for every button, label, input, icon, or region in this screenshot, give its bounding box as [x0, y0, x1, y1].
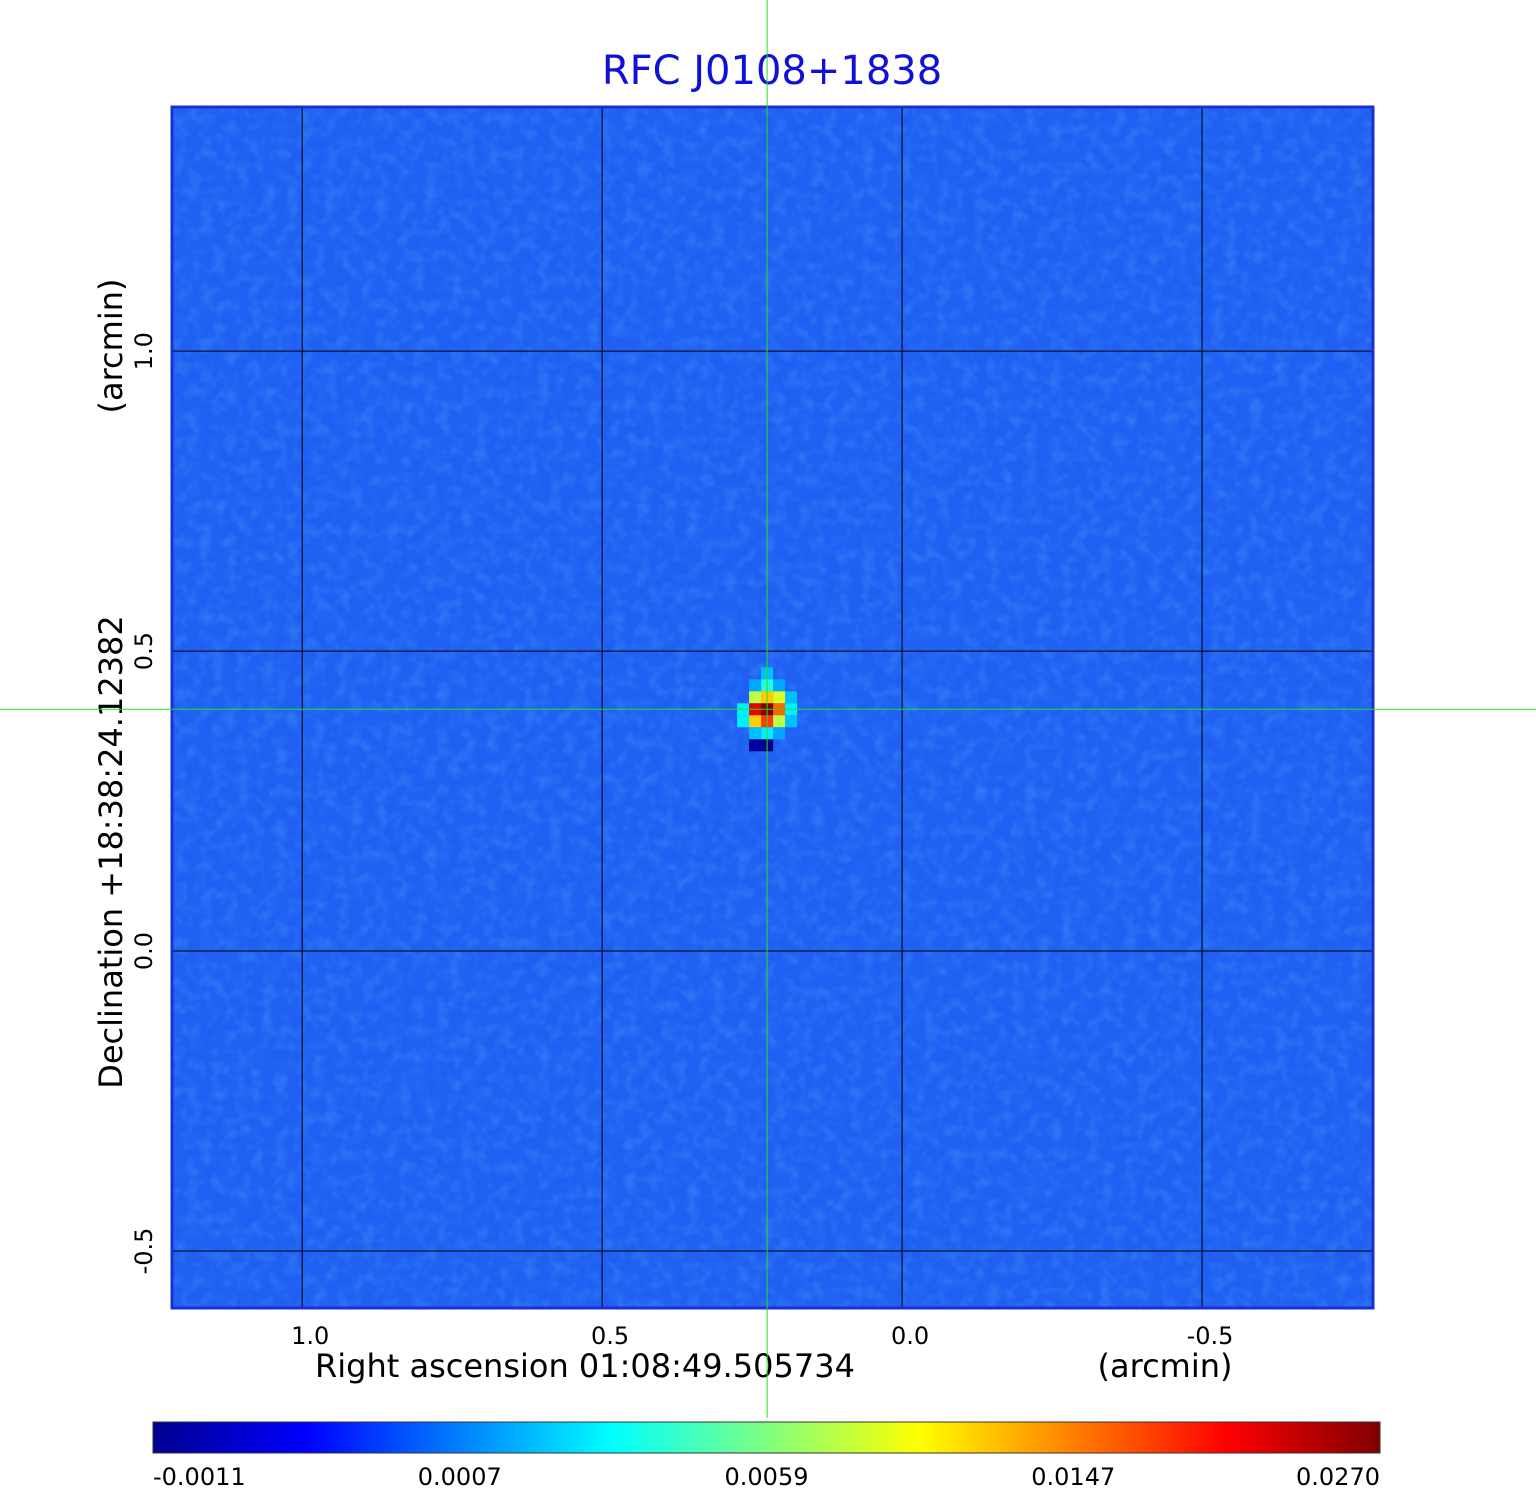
y-tick-label: 1.0 [130, 332, 158, 370]
image-pixel [749, 715, 762, 728]
x-tick-label: 0.0 [891, 1322, 929, 1350]
y-axis-label: Declination +18:38:24.12382 [92, 615, 130, 1089]
image-pixel [773, 715, 786, 728]
image-pixel [749, 727, 762, 740]
y-tick-label: 0.0 [130, 932, 158, 970]
image-pixel [737, 715, 750, 728]
colorbar-tick-label: 0.0059 [725, 1463, 809, 1491]
y-tick-label: 0.5 [130, 632, 158, 670]
x-axis-label: Right ascension 01:08:49.505734 [315, 1347, 855, 1385]
colorbar-tick-label: 0.0147 [1031, 1463, 1115, 1491]
x-axis-unit: (arcmin) [1098, 1347, 1233, 1385]
image-pixel [785, 715, 798, 728]
crosshair [0, 0, 1536, 1418]
x-tick-label: 0.5 [591, 1322, 629, 1350]
y-tick-label: -0.5 [130, 1228, 158, 1275]
image-pixel [773, 691, 786, 704]
x-tick-label: -0.5 [1187, 1322, 1234, 1350]
x-tick-label: 1.0 [291, 1322, 329, 1350]
colorbar-tick-label: 0.0007 [418, 1463, 502, 1491]
image-pixel [749, 739, 762, 752]
y-axis-unit: (arcmin) [92, 279, 130, 414]
colorbar [152, 1421, 1381, 1454]
image-pixel [749, 679, 762, 692]
grid [172, 107, 1373, 1308]
image-pixel [785, 691, 798, 704]
colorbar-tick-label: 0.0270 [1296, 1463, 1380, 1491]
chart-title: RFC J0108+1838 [602, 48, 942, 94]
image-pixel [749, 691, 762, 704]
image-pixel [773, 727, 786, 740]
colorbar-tick-label: -0.0011 [153, 1463, 246, 1491]
plot-frame [170, 105, 1375, 1310]
image-pixel [773, 679, 786, 692]
